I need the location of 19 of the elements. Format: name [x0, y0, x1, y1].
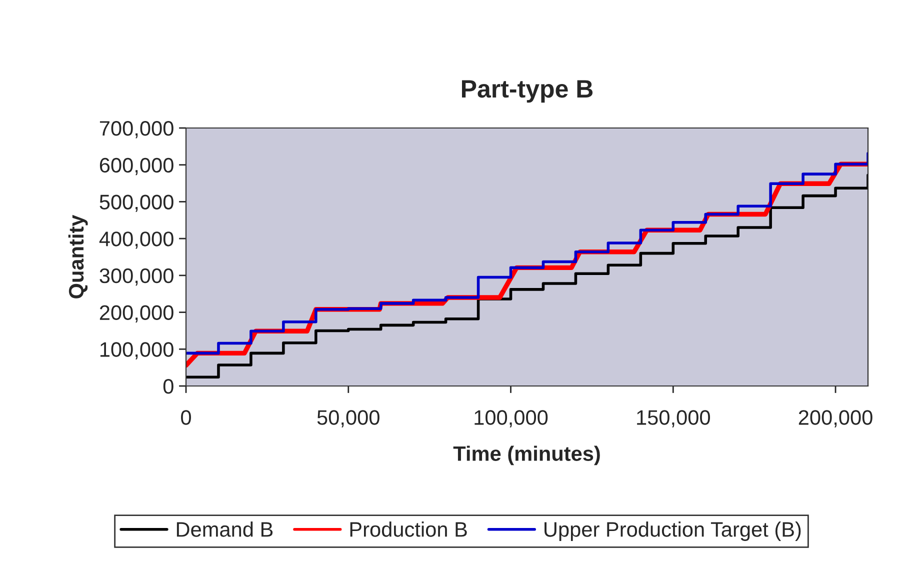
x-tick-label: 50,000	[317, 410, 380, 428]
x-tick-label: 0	[181, 410, 191, 425]
x-tick-label: 200,000	[798, 410, 872, 428]
y-tick-label: 600,000	[100, 158, 174, 176]
y-tick-label: 100,000	[100, 342, 174, 360]
x-tick-label: 100,000	[474, 410, 548, 428]
y-tick-label: 400,000	[99, 232, 174, 249]
y-axis-title: Quantity	[68, 214, 88, 298]
y-tick-label: 200,000	[100, 305, 174, 322]
y-tick-label: 500,000	[100, 194, 174, 212]
legend-label: Production B	[350, 522, 467, 537]
y-tick-label: 0	[163, 379, 174, 394]
x-tick-label: 150,000	[637, 410, 710, 428]
legend-label: Upper Production Target (B)	[544, 522, 801, 541]
chart-title: Part-type B	[462, 80, 593, 103]
y-tick-label: 700,000	[100, 121, 174, 138]
legend-label: Demand B	[176, 522, 273, 537]
x-axis-title: Time (minutes)	[453, 446, 600, 466]
y-tick-label: 300,000	[100, 268, 174, 286]
